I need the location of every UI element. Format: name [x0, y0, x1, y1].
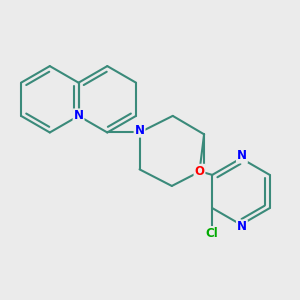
- Text: O: O: [194, 165, 205, 178]
- Text: N: N: [74, 110, 83, 122]
- Text: N: N: [237, 220, 247, 233]
- Text: Cl: Cl: [206, 227, 219, 240]
- Text: N: N: [237, 149, 247, 163]
- Text: N: N: [135, 124, 145, 137]
